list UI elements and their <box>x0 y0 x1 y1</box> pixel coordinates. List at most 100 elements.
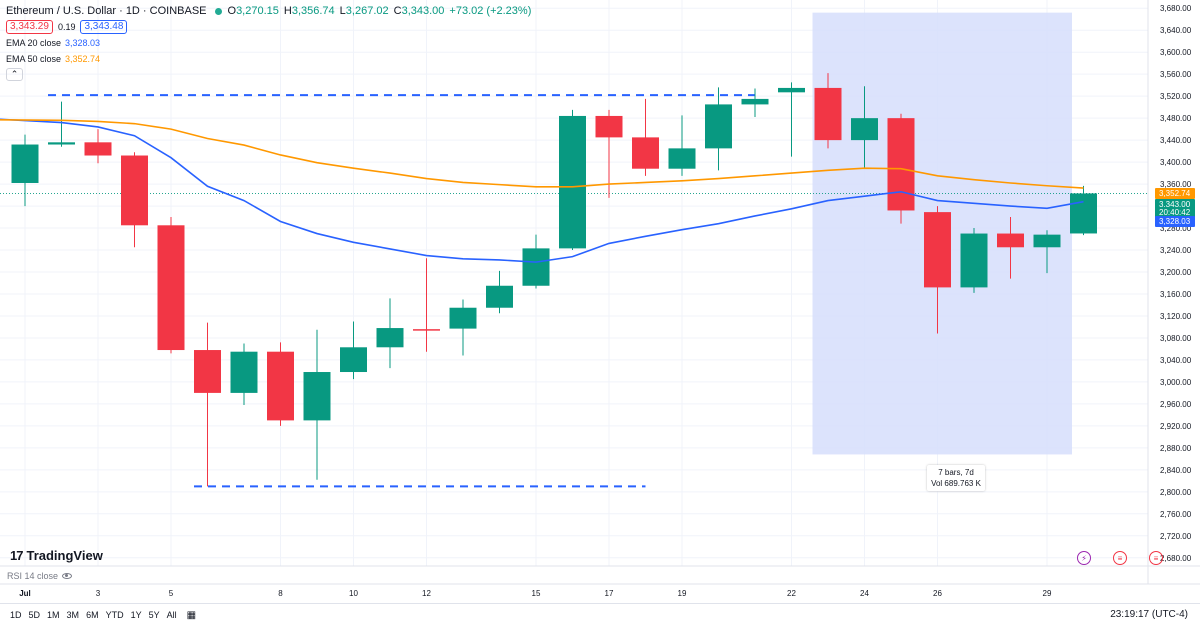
range-1m-button[interactable]: 1M <box>47 610 60 620</box>
range-1d-button[interactable]: 1D <box>10 610 22 620</box>
lightning-icon[interactable]: ⚡ <box>1077 551 1091 565</box>
ohlc-open-value: 3,270.15 <box>236 5 279 17</box>
candle-body-9 <box>340 347 367 373</box>
ema20-legend[interactable]: EMA 20 close 3,328.03 <box>6 36 536 50</box>
y-tick-label: 2,680.00 <box>1160 554 1192 563</box>
calendar-icon[interactable]: ▦ <box>186 609 197 621</box>
x-tick-label: 17 <box>605 589 614 598</box>
eye-icon[interactable] <box>62 573 73 579</box>
measure-volume-label: Vol 689.763 K <box>931 479 981 488</box>
ohlc-low-key: L <box>339 5 346 17</box>
candle-body-25 <box>924 212 951 288</box>
y-tick-label: 3,120.00 <box>1160 312 1192 321</box>
candle-body-12 <box>449 307 477 329</box>
rsi-pane-label[interactable]: RSI 14 close <box>7 571 73 581</box>
ema50-legend[interactable]: EMA 50 close 3,352.74 <box>6 52 536 66</box>
y-tick-label: 2,840.00 <box>1160 466 1192 475</box>
candle-body-19 <box>705 104 732 149</box>
x-tick-label: 15 <box>532 589 541 598</box>
us-flag-icon-2[interactable]: ≡ <box>1149 551 1163 565</box>
y-tick-label: 3,280.00 <box>1160 224 1192 233</box>
x-tick-label: 10 <box>349 589 358 598</box>
candle-body-5 <box>194 350 221 393</box>
y-tick-label: 3,560.00 <box>1160 70 1192 79</box>
tradingview-logo[interactable]: 17 TradingView <box>10 548 103 563</box>
candle-body-0 <box>11 144 39 183</box>
candle-body-1 <box>48 142 75 145</box>
x-tick-label: 3 <box>96 589 101 598</box>
ohlc-close-key: C <box>393 5 402 17</box>
symbol-title[interactable]: Ethereum / U.S. Dollar · 1D · COINBASE <box>6 5 207 17</box>
us-flag-icon[interactable]: ≡ <box>1113 551 1127 565</box>
ema-line-1 <box>0 118 1084 189</box>
y-tick-label: 3,600.00 <box>1160 48 1192 57</box>
range-5y-button[interactable]: 5Y <box>148 610 160 620</box>
x-tick-label: 5 <box>169 589 174 598</box>
candle-body-16 <box>595 115 623 138</box>
y-tick-label: 3,160.00 <box>1160 290 1192 299</box>
ohlc-change: +73.02 (+2.23%) <box>449 5 532 17</box>
y-tick-label: 3,520.00 <box>1160 92 1192 101</box>
candle-body-3 <box>121 155 148 226</box>
y-tick-label: 3,480.00 <box>1160 114 1192 123</box>
ema-line-0 <box>0 118 1084 263</box>
y-tick-label: 3,240.00 <box>1160 246 1192 255</box>
y-tick-label: 2,960.00 <box>1160 400 1192 409</box>
ohlc-high-value: 3,356.74 <box>291 5 335 17</box>
x-tick-label: 24 <box>860 589 869 598</box>
chart-legend: Ethereum / U.S. Dollar · 1D · COINBASE O… <box>6 4 536 81</box>
range-5d-button[interactable]: 5D <box>28 610 41 620</box>
y-tick-label: 3,040.00 <box>1160 356 1192 365</box>
range-ytd-button[interactable]: YTD <box>105 610 124 620</box>
candle-body-15 <box>559 115 586 249</box>
tradingview-logo-text: TradingView <box>26 548 103 563</box>
candle-body-2 <box>84 142 112 156</box>
market-status-icon[interactable] <box>214 7 222 15</box>
y-tick-label: 3,200.00 <box>1160 268 1192 277</box>
rsi-label-text: RSI 14 close <box>7 571 59 581</box>
y-tick-label: 2,800.00 <box>1160 488 1192 497</box>
candle-body-20 <box>741 98 769 105</box>
x-tick-label: 29 <box>1043 589 1052 598</box>
candle-body-27 <box>997 233 1024 248</box>
candle-body-4 <box>157 225 185 351</box>
spread-value: 0.19 <box>57 22 76 32</box>
ema20-value: 3,328.03 <box>65 38 101 48</box>
ohlc-open-key: O <box>227 5 237 17</box>
y-tick-label: 2,920.00 <box>1160 422 1192 431</box>
ohlc-high-key: H <box>283 5 292 17</box>
chevron-up-icon[interactable]: ⌃ <box>6 68 23 81</box>
candle-body-26 <box>960 233 988 288</box>
candle-body-13 <box>486 285 513 308</box>
clock-timezone[interactable]: 23:19:17 (UTC-4) <box>1110 609 1188 620</box>
ema50-price-label: 3,352.74 <box>1155 188 1195 199</box>
sell-price-button[interactable]: 3,343.29 <box>6 20 53 34</box>
x-tick-label: 26 <box>933 589 942 598</box>
range-3m-button[interactable]: 3M <box>66 610 80 620</box>
range-1y-button[interactable]: 1Y <box>130 610 142 620</box>
y-tick-label: 2,720.00 <box>1160 532 1192 541</box>
ema50-value: 3,352.74 <box>65 54 101 64</box>
countdown-label: 20:40:42 <box>1155 207 1195 218</box>
buy-price-button[interactable]: 3,343.48 <box>80 20 128 34</box>
candle-body-18 <box>668 148 696 169</box>
ema50-label: EMA 50 close <box>6 54 62 64</box>
ema20-price-label: 3,328.03 <box>1155 216 1195 227</box>
tradingview-logo-mark: 17 <box>10 548 24 563</box>
ema20-label: EMA 20 close <box>6 38 62 48</box>
y-tick-label: 3,440.00 <box>1160 136 1192 145</box>
range-all-button[interactable]: All <box>166 610 177 620</box>
candle-body-7 <box>267 351 294 421</box>
candle-body-11 <box>413 329 440 331</box>
candle-body-8 <box>303 372 331 421</box>
measure-label: 7 bars, 7d Vol 689.763 K <box>927 465 985 491</box>
x-tick-label: 8 <box>278 589 283 598</box>
candle-body-24 <box>887 118 915 211</box>
x-tick-label: 12 <box>422 589 431 598</box>
last-price-label: 3,343.00 <box>1155 199 1195 210</box>
range-6m-button[interactable]: 6M <box>86 610 99 620</box>
y-tick-label: 3,360.00 <box>1160 180 1192 189</box>
bottom-toolbar: 1D 5D 1M 3M 6M YTD 1Y 5Y All ▦ 23:19:17 … <box>0 603 1200 626</box>
x-tick-label: 22 <box>787 589 796 598</box>
